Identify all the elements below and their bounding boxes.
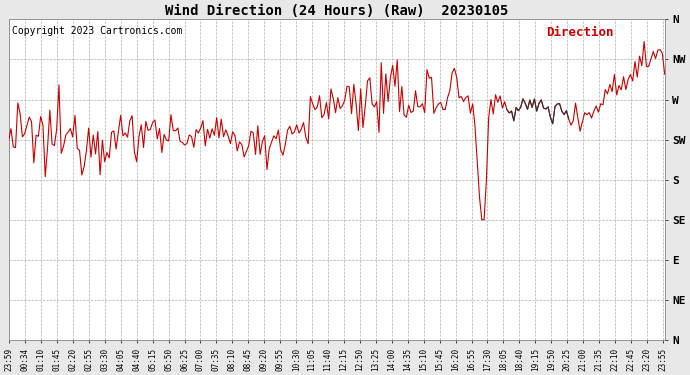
Text: Copyright 2023 Cartronics.com: Copyright 2023 Cartronics.com <box>12 26 182 36</box>
Text: Direction: Direction <box>546 26 614 39</box>
Title: Wind Direction (24 Hours) (Raw)  20230105: Wind Direction (24 Hours) (Raw) 20230105 <box>165 4 509 18</box>
